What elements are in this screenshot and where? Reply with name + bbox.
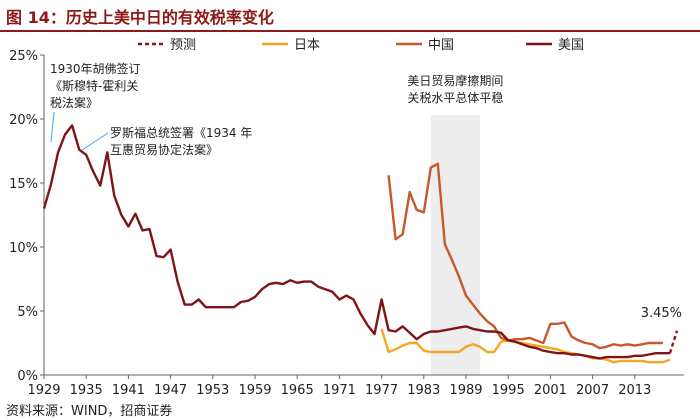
x-tick-label: 1983 [407,383,440,398]
annotation-smoot-text: 《斯穆特-霍利关 [50,78,138,93]
x-tick-label: 1989 [449,383,482,398]
annotation-smoot-text: 税法案》 [50,95,98,110]
series-line-日本 [380,328,671,364]
x-tick-label: 1977 [365,383,398,398]
legend-label: 美国 [558,38,584,53]
highlight-band-layer [430,115,481,375]
annotation-rta-text: 互惠贸易协定法案》 [110,142,218,157]
x-tick-label: 1929 [27,383,60,398]
x-tick-label: 1953 [196,383,229,398]
x-tick-label: 2001 [534,383,567,398]
x-tick-label: 1995 [492,383,525,398]
x-tick-label: 2013 [618,383,651,398]
annotation-friction-text: 美日贸易摩擦期间 [407,73,503,88]
annotation-rta-pointer [81,132,109,151]
x-tick-label: 1959 [238,383,271,398]
series-line-forecast [668,330,679,354]
x-tick-label: 1935 [70,383,103,398]
y-tick-label: 0% [17,369,38,384]
annotation-friction-text: 关税水平总体平稳 [407,90,503,105]
y-tick-label: 15% [9,177,38,192]
series-line-中国 [387,162,663,350]
legend-label: 预测 [170,38,196,53]
figure-title: 图 14：历史上美中日的有效税率变化 [6,8,274,27]
x-tick-label: 1971 [323,383,356,398]
source-note: 资料来源：WIND，招商证券 [6,404,173,419]
annotation-smoot-text: 1930年胡佛签订 [50,61,141,76]
axes: 0% 5% 10% 15% 20% 25% 1929 1935 1941 1947 1953 1959… [9,49,684,398]
x-tick-label: 1941 [112,383,145,398]
x-tick-label: 2007 [576,383,609,398]
x-tick-label: 1947 [154,383,187,398]
legend-label: 中国 [428,38,454,53]
forecast-value-label: 3.45% [641,306,682,321]
highlight-band [430,115,481,375]
legend-label: 日本 [294,38,320,53]
annotation-rta-text: 罗斯福总统签署《1934 年 [110,125,252,140]
figure-title-bar: 图 14：历史上美中日的有效税率变化 [0,0,700,32]
y-tick-label: 10% [9,241,38,256]
tariff-chart: 0% 5% 10% 15% 20% 25% 1929 1935 1941 1947 1953 1959… [9,38,684,398]
series-line-美国 [42,124,670,360]
y-tick-label: 5% [17,305,38,320]
legend: 预测 日本 中国 美国 [138,38,584,53]
y-tick-label: 25% [9,49,38,64]
x-tick-label: 1965 [281,383,314,398]
annotation-smoot-pointer [50,111,55,143]
y-tick-label: 20% [9,113,38,128]
series-layer [42,124,679,364]
